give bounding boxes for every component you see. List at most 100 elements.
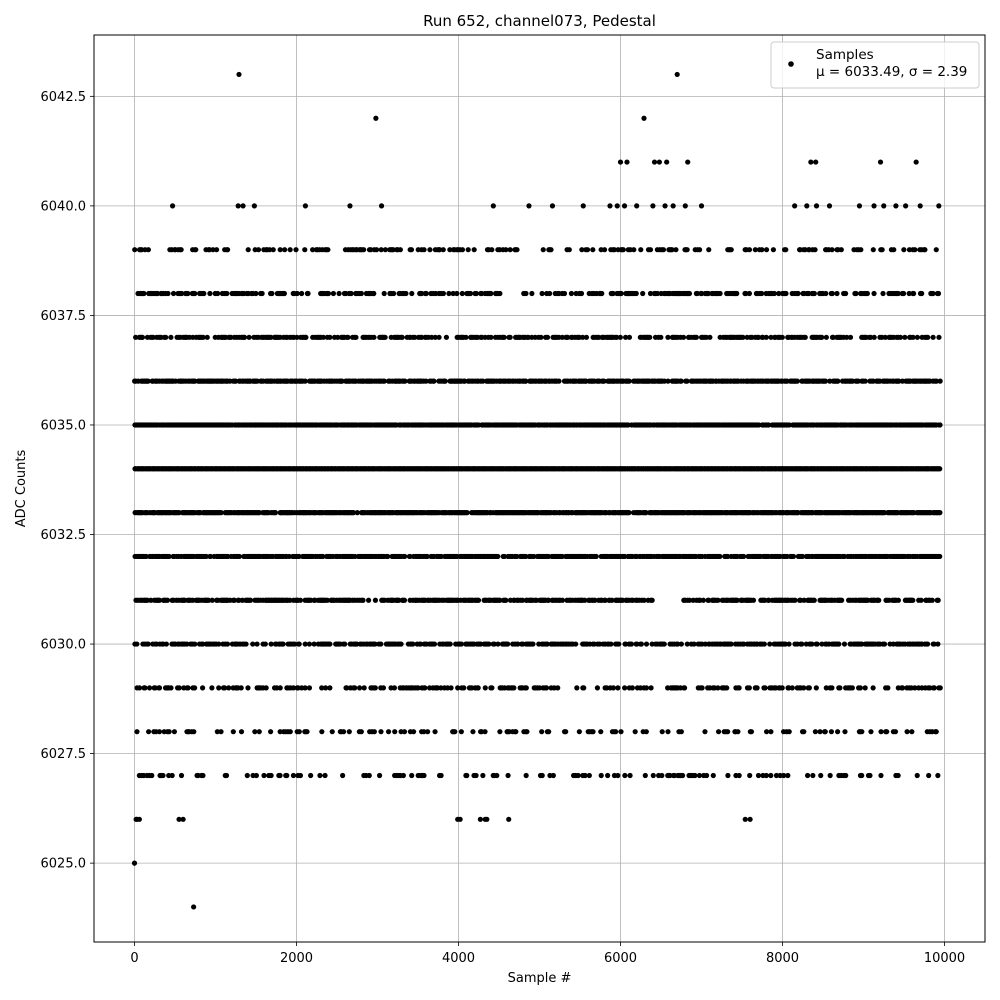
data-point bbox=[699, 290, 705, 297]
data-point bbox=[799, 641, 805, 647]
data-point bbox=[311, 641, 317, 647]
data-point bbox=[728, 641, 734, 647]
data-point bbox=[203, 553, 209, 560]
data-point bbox=[592, 597, 598, 603]
data-point bbox=[610, 685, 616, 691]
data-point bbox=[610, 290, 616, 297]
data-point bbox=[417, 641, 424, 647]
data-point bbox=[665, 729, 671, 735]
data-point bbox=[686, 290, 693, 297]
data-point bbox=[423, 378, 429, 384]
data-point bbox=[935, 597, 941, 603]
data-point bbox=[900, 290, 907, 297]
data-point bbox=[272, 509, 279, 516]
data-point bbox=[324, 597, 330, 603]
data-point bbox=[746, 685, 752, 691]
data-point bbox=[325, 290, 332, 297]
data-point bbox=[166, 553, 172, 560]
data-point bbox=[782, 641, 789, 647]
data-point bbox=[559, 597, 566, 603]
data-point bbox=[336, 290, 342, 297]
data-point bbox=[213, 247, 220, 253]
data-point bbox=[717, 553, 723, 560]
data-point bbox=[133, 334, 139, 340]
data-point bbox=[501, 334, 507, 340]
data-point bbox=[287, 247, 293, 253]
data-point bbox=[495, 553, 501, 560]
data-point bbox=[397, 247, 403, 253]
data-point bbox=[360, 597, 366, 603]
data-point bbox=[841, 641, 848, 647]
data-point bbox=[327, 685, 333, 691]
data-point bbox=[647, 247, 654, 253]
data-point bbox=[707, 334, 713, 340]
data-point bbox=[608, 641, 614, 647]
data-point bbox=[813, 685, 819, 691]
data-point bbox=[906, 290, 912, 297]
data-point bbox=[184, 641, 190, 647]
data-point bbox=[678, 641, 684, 647]
data-point bbox=[373, 247, 380, 253]
data-point bbox=[802, 334, 808, 340]
data-point bbox=[412, 334, 418, 340]
data-point bbox=[910, 290, 917, 297]
data-point bbox=[568, 290, 575, 297]
data-point bbox=[192, 641, 198, 647]
data-point bbox=[385, 729, 392, 735]
data-point bbox=[593, 553, 599, 560]
plot-background bbox=[94, 35, 985, 942]
data-point bbox=[246, 334, 252, 340]
data-point bbox=[378, 247, 384, 253]
data-point bbox=[834, 290, 840, 297]
data-point bbox=[881, 641, 888, 647]
data-point bbox=[523, 378, 529, 384]
data-point bbox=[409, 290, 415, 297]
data-point bbox=[398, 641, 404, 647]
data-point bbox=[855, 378, 861, 384]
data-point bbox=[899, 685, 906, 691]
data-point bbox=[146, 685, 153, 691]
data-point bbox=[391, 290, 397, 297]
data-point bbox=[891, 247, 897, 253]
data-point bbox=[176, 685, 182, 691]
data-point bbox=[327, 641, 333, 647]
data-point bbox=[647, 290, 654, 297]
data-point bbox=[814, 641, 820, 647]
data-point bbox=[497, 729, 503, 735]
data-point bbox=[327, 334, 333, 340]
data-point bbox=[156, 597, 163, 603]
data-point bbox=[849, 685, 855, 691]
data-point bbox=[658, 334, 664, 340]
data-point bbox=[418, 290, 425, 297]
data-point bbox=[443, 334, 450, 340]
data-point bbox=[222, 685, 228, 691]
data-point bbox=[565, 334, 571, 340]
data-point bbox=[505, 641, 511, 647]
data-point bbox=[613, 729, 619, 735]
data-point bbox=[207, 553, 214, 560]
data-point bbox=[540, 247, 546, 253]
data-point bbox=[142, 685, 148, 691]
data-point bbox=[295, 685, 301, 691]
data-point bbox=[320, 553, 326, 560]
data-point bbox=[660, 247, 667, 253]
data-point bbox=[933, 729, 939, 735]
data-point bbox=[643, 729, 649, 735]
data-point bbox=[169, 772, 175, 779]
data-point bbox=[524, 729, 530, 735]
data-point bbox=[599, 290, 605, 297]
data-point bbox=[471, 247, 477, 253]
data-point bbox=[507, 334, 513, 340]
data-point bbox=[823, 685, 829, 691]
data-point bbox=[835, 729, 841, 735]
data-point bbox=[680, 334, 687, 340]
data-point bbox=[352, 685, 358, 691]
data-point bbox=[480, 378, 486, 384]
data-point bbox=[415, 685, 421, 691]
data-point bbox=[305, 290, 311, 297]
data-point bbox=[678, 729, 684, 735]
data-point bbox=[292, 641, 298, 647]
data-point bbox=[661, 378, 668, 384]
data-point bbox=[768, 334, 774, 340]
